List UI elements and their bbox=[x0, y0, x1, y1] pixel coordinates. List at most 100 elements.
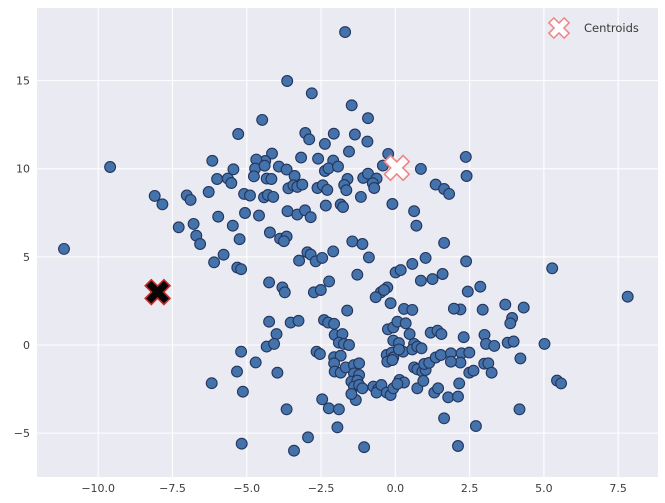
data-point bbox=[202, 186, 215, 198]
data-point bbox=[438, 412, 451, 425]
data-point bbox=[208, 256, 221, 269]
x-tick-label: −2.5 bbox=[308, 482, 335, 495]
data-point bbox=[417, 374, 430, 387]
data-point bbox=[408, 205, 421, 218]
data-point bbox=[414, 162, 427, 175]
data-point bbox=[280, 163, 293, 176]
data-point bbox=[258, 159, 271, 172]
data-point bbox=[447, 302, 460, 315]
data-point bbox=[304, 211, 317, 224]
data-point bbox=[293, 254, 306, 267]
data-point bbox=[341, 304, 354, 317]
data-point bbox=[343, 145, 355, 158]
data-point bbox=[391, 377, 404, 390]
data-point bbox=[361, 135, 374, 148]
data-point bbox=[343, 339, 355, 351]
x-tick-label: 2.5 bbox=[461, 482, 479, 495]
data-point bbox=[443, 187, 456, 200]
data-point bbox=[435, 328, 448, 341]
y-tick-label: 15 bbox=[16, 75, 30, 88]
data-point bbox=[432, 382, 445, 395]
data-point bbox=[277, 235, 290, 248]
data-point bbox=[415, 342, 428, 355]
data-point bbox=[457, 331, 470, 344]
data-point bbox=[327, 245, 340, 258]
data-point bbox=[406, 257, 419, 270]
data-point bbox=[469, 420, 482, 433]
data-point bbox=[345, 99, 358, 112]
data-point bbox=[419, 251, 432, 264]
data-point bbox=[514, 352, 527, 365]
data-point bbox=[414, 274, 427, 287]
data-point bbox=[485, 366, 498, 379]
data-point bbox=[368, 182, 381, 194]
data-point bbox=[499, 298, 512, 311]
data-point bbox=[406, 303, 419, 316]
x-tick-label: −10.0 bbox=[81, 482, 115, 495]
data-point bbox=[313, 348, 326, 360]
data-point bbox=[244, 189, 256, 202]
data-point bbox=[235, 437, 248, 450]
data-point bbox=[331, 421, 344, 434]
data-point bbox=[351, 268, 364, 281]
data-point bbox=[58, 242, 70, 255]
data-point bbox=[267, 190, 280, 203]
data-point bbox=[314, 284, 327, 296]
legend-label: Centroids bbox=[584, 21, 639, 35]
data-point bbox=[555, 377, 568, 390]
data-point bbox=[302, 431, 314, 444]
data-point bbox=[292, 314, 305, 327]
data-point bbox=[321, 183, 334, 196]
data-point bbox=[322, 402, 335, 415]
data-point bbox=[194, 238, 207, 250]
data-point bbox=[348, 128, 361, 141]
data-point bbox=[217, 248, 230, 261]
legend: Centroids bbox=[547, 16, 639, 40]
data-point bbox=[263, 276, 276, 289]
data-point bbox=[334, 349, 347, 362]
data-point bbox=[318, 137, 331, 150]
x-tick-label: 7.5 bbox=[609, 482, 627, 495]
data-point bbox=[211, 173, 224, 185]
data-point bbox=[268, 337, 281, 350]
y-tick-label: 5 bbox=[23, 251, 30, 264]
data-point bbox=[312, 152, 325, 165]
data-point bbox=[271, 366, 284, 379]
data-point bbox=[474, 280, 487, 293]
scatter-points bbox=[58, 26, 634, 457]
data-point bbox=[323, 275, 336, 288]
data-point bbox=[362, 251, 375, 264]
data-point bbox=[295, 151, 308, 164]
data-point bbox=[452, 390, 464, 403]
data-point bbox=[353, 357, 366, 370]
data-point bbox=[281, 75, 294, 87]
data-point bbox=[316, 393, 329, 406]
y-tick-label: 10 bbox=[16, 163, 30, 176]
data-point bbox=[438, 236, 451, 249]
data-point bbox=[488, 339, 501, 352]
data-point bbox=[399, 317, 412, 330]
data-point bbox=[410, 219, 423, 232]
data-point bbox=[621, 290, 634, 303]
data-point bbox=[436, 268, 449, 280]
centroid-markers bbox=[144, 154, 411, 306]
data-point bbox=[403, 328, 416, 341]
x-gridlines bbox=[97, 8, 619, 477]
x-tick-label: 5.0 bbox=[535, 482, 553, 495]
data-point bbox=[184, 193, 197, 206]
data-point bbox=[265, 173, 278, 185]
data-point bbox=[339, 26, 352, 39]
data-point bbox=[392, 343, 405, 356]
data-point bbox=[232, 128, 245, 140]
data-point bbox=[266, 147, 278, 160]
data-point bbox=[345, 388, 358, 400]
data-point bbox=[546, 262, 559, 275]
data-point bbox=[467, 364, 480, 377]
data-point bbox=[386, 198, 399, 210]
data-point bbox=[452, 440, 464, 452]
centroid-x-marker bbox=[144, 278, 172, 306]
data-point bbox=[256, 113, 269, 126]
data-point bbox=[513, 403, 526, 416]
